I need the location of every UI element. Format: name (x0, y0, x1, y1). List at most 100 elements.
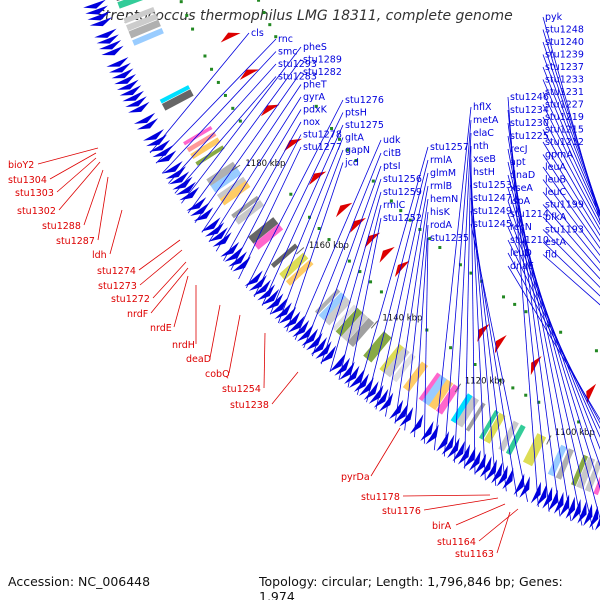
forward-gene-label[interactable]: stu1233 (545, 75, 584, 86)
reverse-gene-label[interactable]: nrdH (172, 340, 195, 351)
forward-gene-label[interactable]: stu1256 (383, 174, 422, 185)
forward-gene-label[interactable]: stu1210 (510, 235, 549, 246)
forward-gene-label[interactable]: nth (473, 141, 489, 152)
forward-gene-label[interactable]: cls (251, 28, 264, 39)
forward-gene-label[interactable]: leuC (545, 187, 567, 198)
forward-gene-label[interactable]: ptsI (383, 161, 401, 172)
reverse-gene-label[interactable]: stu1304 (8, 175, 47, 186)
forward-gene-label[interactable]: dnaD (510, 170, 535, 181)
forward-gene-label[interactable]: xseA (510, 183, 533, 194)
reverse-gene-label[interactable]: stu1288 (42, 221, 81, 232)
forward-gene-label[interactable]: fld (545, 250, 557, 261)
forward-gene-label[interactable]: stu1225 (510, 131, 549, 142)
forward-gene-label[interactable]: elaC (473, 128, 494, 139)
forward-gene-label[interactable]: metA (473, 115, 499, 126)
forward-gene-label[interactable]: rmlC (383, 200, 406, 211)
forward-gene-label[interactable]: rmlA (430, 155, 453, 166)
forward-gene-label[interactable]: gltA (345, 133, 364, 144)
forward-gene-label[interactable]: recN (510, 222, 532, 233)
forward-gene-label[interactable]: stu1246 (510, 92, 549, 103)
forward-gene-label[interactable]: stu1253 (473, 180, 512, 191)
forward-gene-label[interactable]: stu1199 (545, 200, 584, 211)
forward-gene-label[interactable]: glmM (430, 168, 456, 179)
forward-gene-label[interactable]: rnc (278, 34, 293, 45)
forward-gene-label[interactable]: stu1282 (303, 67, 342, 78)
forward-gene-label[interactable]: gpmA (545, 150, 573, 161)
forward-gene-label[interactable]: rodA (430, 220, 453, 231)
forward-gene-label[interactable]: stu1214 (510, 209, 549, 220)
forward-gene-label[interactable]: stu1275 (345, 120, 384, 131)
forward-gene-label[interactable]: apt (510, 157, 526, 168)
forward-gene-label[interactable]: ispA (510, 196, 531, 207)
forward-gene-label[interactable]: hstH (473, 167, 495, 178)
reverse-gene-label[interactable]: stu1287 (56, 236, 95, 247)
reverse-gene-label[interactable]: stu1303 (15, 188, 54, 199)
forward-gene-label[interactable]: stu1219 (545, 112, 584, 123)
forward-gene-label[interactable]: stu1227 (545, 100, 584, 111)
forward-gene-label[interactable]: pdxK (303, 105, 328, 116)
forward-gene-label[interactable]: ptsH (345, 108, 367, 119)
forward-gene-label[interactable]: stu1245 (473, 219, 512, 230)
forward-gene-label[interactable]: stu1215 (545, 125, 584, 136)
forward-gene-label[interactable]: stu1234 (510, 105, 549, 116)
forward-gene-label[interactable]: stu1212 (545, 137, 584, 148)
forward-gene-label[interactable]: gyrA (303, 92, 326, 103)
reverse-gene-label[interactable]: stu1272 (111, 294, 150, 305)
forward-gene-label[interactable]: stu1277 (303, 142, 342, 153)
reverse-gene-label[interactable]: stu1273 (98, 281, 137, 292)
forward-gene-label[interactable]: estA (545, 237, 567, 248)
forward-gene-label[interactable]: nox (303, 117, 321, 128)
reverse-gene-label[interactable]: stu1238 (230, 400, 269, 411)
forward-gene-label[interactable]: stu1252 (383, 213, 422, 224)
forward-gene-label[interactable]: stu1235 (430, 233, 469, 244)
forward-gene-label[interactable]: leuB (545, 175, 566, 186)
forward-gene-label[interactable]: gapN (345, 145, 370, 156)
forward-gene-label[interactable]: pheS (303, 42, 327, 53)
forward-gene-label[interactable]: stu1248 (545, 25, 584, 36)
reverse-gene-label[interactable]: bioY2 (8, 160, 34, 171)
forward-gene-label[interactable]: hemN (430, 194, 458, 205)
forward-gene-label[interactable]: stu1239 (545, 50, 584, 61)
forward-gene-label[interactable]: stu1278 (303, 130, 342, 141)
forward-gene-label[interactable]: smc (278, 47, 297, 58)
reverse-gene-label[interactable]: stu1302 (17, 206, 56, 217)
forward-gene-label[interactable]: jcd (344, 158, 359, 169)
forward-gene-label[interactable]: stu1231 (545, 87, 584, 98)
forward-gene-label[interactable]: stu1237 (545, 62, 584, 73)
forward-gene-label[interactable]: dnaE (510, 261, 534, 272)
forward-gene-label[interactable]: stu1276 (345, 95, 384, 106)
forward-gene-label[interactable]: stu1249 (473, 206, 512, 217)
reverse-gene-label[interactable]: stu1178 (361, 492, 400, 503)
forward-gene-label[interactable]: citB (383, 148, 401, 159)
forward-gene-label[interactable]: hflX (473, 102, 492, 113)
reverse-gene-label[interactable]: stu1163 (455, 549, 494, 560)
forward-gene-label[interactable]: stu1193 (545, 225, 584, 236)
forward-gene-label[interactable]: stu1240 (545, 37, 584, 48)
forward-gene-label[interactable]: leuA (545, 162, 567, 173)
forward-gene-label[interactable]: stu1257 (430, 142, 469, 153)
reverse-gene-label[interactable]: stu1254 (222, 384, 261, 395)
forward-gene-label[interactable]: stu1259 (383, 187, 422, 198)
forward-gene-label[interactable]: stu1289 (303, 55, 342, 66)
reverse-gene-label[interactable]: nrdF (127, 309, 148, 320)
forward-gene-label[interactable]: pheT (303, 80, 327, 91)
reverse-gene-label[interactable]: cobQ (205, 369, 230, 380)
forward-gene-label[interactable]: leuD (510, 248, 532, 259)
reverse-gene-label[interactable]: deaD (186, 354, 211, 365)
forward-gene-label[interactable]: recJ (510, 144, 528, 155)
forward-gene-label[interactable]: rmlB (430, 181, 452, 192)
forward-gene-label[interactable]: pyk (545, 12, 563, 23)
forward-gene-label[interactable]: hisK (430, 207, 451, 218)
forward-gene-label[interactable]: udk (383, 135, 401, 146)
reverse-gene-label[interactable]: ldh (92, 250, 107, 261)
reverse-gene-label[interactable]: pyrDa (341, 472, 370, 483)
forward-gene-label[interactable]: stu1247 (473, 193, 512, 204)
reverse-gene-label[interactable]: nrdE (150, 323, 172, 334)
forward-gene-label[interactable]: xseB (473, 154, 496, 165)
forward-gene-label[interactable]: pfkA (545, 212, 567, 223)
reverse-gene-label[interactable]: stu1274 (97, 266, 136, 277)
reverse-gene-label[interactable]: stu1176 (382, 506, 421, 517)
reverse-gene-label[interactable]: birA (432, 521, 452, 532)
reverse-gene-label[interactable]: stu1164 (437, 537, 476, 548)
forward-gene-label[interactable]: stu1230 (510, 118, 549, 129)
